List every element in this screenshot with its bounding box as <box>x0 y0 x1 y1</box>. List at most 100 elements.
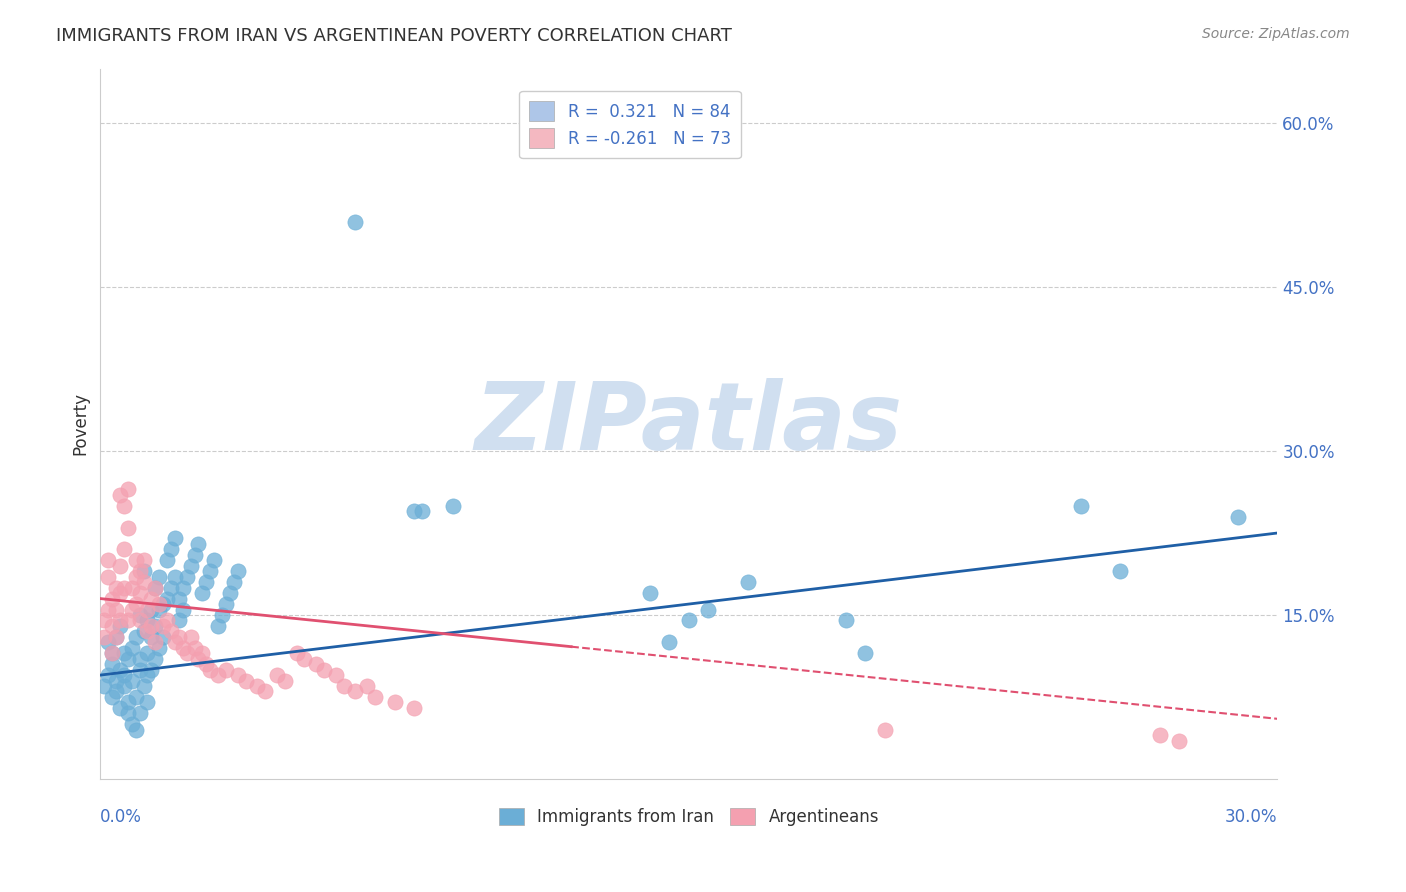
Point <box>101 657 124 672</box>
Point <box>136 624 159 639</box>
Point <box>235 673 257 688</box>
Point <box>112 499 135 513</box>
Point <box>344 214 367 228</box>
Point <box>105 684 128 698</box>
Point <box>136 695 159 709</box>
Point <box>156 591 179 606</box>
Point <box>180 630 202 644</box>
Point <box>274 673 297 688</box>
Point <box>191 646 214 660</box>
Point <box>1168 733 1191 747</box>
Point <box>112 581 135 595</box>
Point <box>105 602 128 616</box>
Point <box>638 586 661 600</box>
Point <box>148 640 170 655</box>
Point <box>141 591 163 606</box>
Text: Source: ZipAtlas.com: Source: ZipAtlas.com <box>1202 27 1350 41</box>
Point <box>143 619 166 633</box>
Point <box>364 690 387 704</box>
Point <box>132 553 155 567</box>
Point <box>93 630 115 644</box>
Point <box>143 581 166 595</box>
Point <box>246 679 269 693</box>
Point <box>152 619 174 633</box>
Point <box>855 646 877 660</box>
Point <box>183 548 205 562</box>
Point <box>305 657 328 672</box>
Point <box>128 706 150 721</box>
Point <box>124 723 146 737</box>
Point <box>101 591 124 606</box>
Point <box>443 499 465 513</box>
Point <box>266 668 288 682</box>
Point <box>200 663 222 677</box>
Point <box>141 663 163 677</box>
Point <box>128 586 150 600</box>
Point <box>187 537 209 551</box>
Point <box>132 624 155 639</box>
Point <box>117 651 139 665</box>
Point <box>195 575 218 590</box>
Point <box>132 575 155 590</box>
Point <box>136 646 159 660</box>
Point <box>200 564 222 578</box>
Point <box>254 684 277 698</box>
Point <box>218 586 240 600</box>
Point <box>136 614 159 628</box>
Point <box>172 640 194 655</box>
Point <box>124 630 146 644</box>
Point <box>128 564 150 578</box>
Text: 0.0%: 0.0% <box>100 807 142 825</box>
Point <box>152 597 174 611</box>
Point <box>112 646 135 660</box>
Point <box>132 564 155 578</box>
Point <box>207 668 229 682</box>
Point <box>128 663 150 677</box>
Point <box>112 679 135 693</box>
Point <box>312 663 335 677</box>
Point <box>97 602 120 616</box>
Point <box>658 635 681 649</box>
Point <box>121 640 143 655</box>
Point <box>132 679 155 693</box>
Point <box>124 597 146 611</box>
Point <box>356 679 378 693</box>
Point <box>97 668 120 682</box>
Point <box>108 701 131 715</box>
Point <box>105 673 128 688</box>
Point <box>163 635 186 649</box>
Point <box>1109 564 1132 578</box>
Point <box>156 553 179 567</box>
Point <box>148 570 170 584</box>
Point <box>176 570 198 584</box>
Point <box>152 630 174 644</box>
Point <box>124 690 146 704</box>
Point <box>226 564 249 578</box>
Point <box>285 646 308 660</box>
Point <box>292 651 315 665</box>
Point <box>160 542 183 557</box>
Point <box>112 668 135 682</box>
Text: 30.0%: 30.0% <box>1225 807 1278 825</box>
Point <box>105 630 128 644</box>
Point <box>215 597 238 611</box>
Point <box>160 624 183 639</box>
Point <box>124 570 146 584</box>
Point <box>873 723 896 737</box>
Point <box>141 630 163 644</box>
Text: ZIPatlas: ZIPatlas <box>475 377 903 470</box>
Point <box>404 504 426 518</box>
Point <box>167 630 190 644</box>
Point <box>141 619 163 633</box>
Point <box>344 684 367 698</box>
Point <box>697 602 720 616</box>
Point <box>108 619 131 633</box>
Point <box>117 706 139 721</box>
Point <box>167 614 190 628</box>
Point <box>172 581 194 595</box>
Point <box>97 570 120 584</box>
Point <box>121 581 143 595</box>
Point <box>167 591 190 606</box>
Point <box>143 581 166 595</box>
Point <box>156 614 179 628</box>
